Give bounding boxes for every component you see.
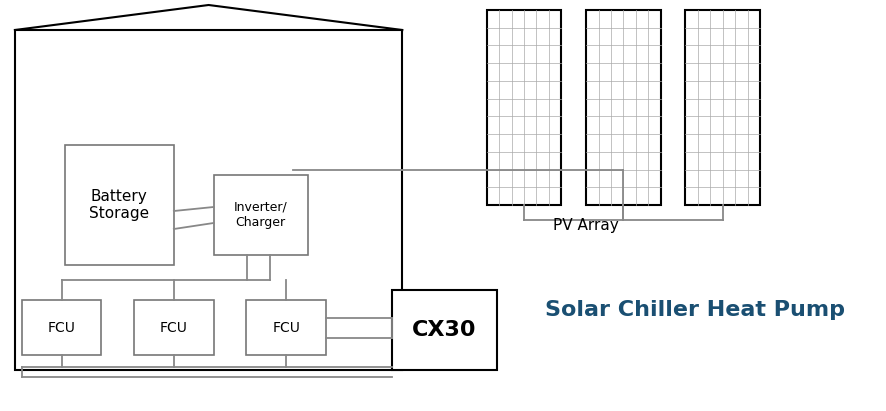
Bar bbox=[65, 145, 174, 265]
Text: Solar Chiller Heat Pump: Solar Chiller Heat Pump bbox=[546, 300, 845, 320]
Bar bbox=[486, 10, 561, 205]
Bar bbox=[686, 10, 760, 205]
Bar bbox=[22, 300, 101, 355]
Text: Inverter/
Charger: Inverter/ Charger bbox=[234, 201, 288, 229]
Text: FCU: FCU bbox=[48, 321, 75, 335]
Bar bbox=[15, 30, 402, 370]
Text: FCU: FCU bbox=[272, 321, 300, 335]
Bar bbox=[246, 300, 326, 355]
Text: FCU: FCU bbox=[159, 321, 188, 335]
Text: PV Array: PV Array bbox=[553, 218, 619, 233]
Text: Battery
Storage: Battery Storage bbox=[89, 189, 149, 221]
Bar bbox=[214, 175, 308, 255]
Text: CX30: CX30 bbox=[412, 320, 477, 340]
Bar bbox=[392, 290, 497, 370]
Bar bbox=[587, 10, 661, 205]
Bar bbox=[134, 300, 214, 355]
